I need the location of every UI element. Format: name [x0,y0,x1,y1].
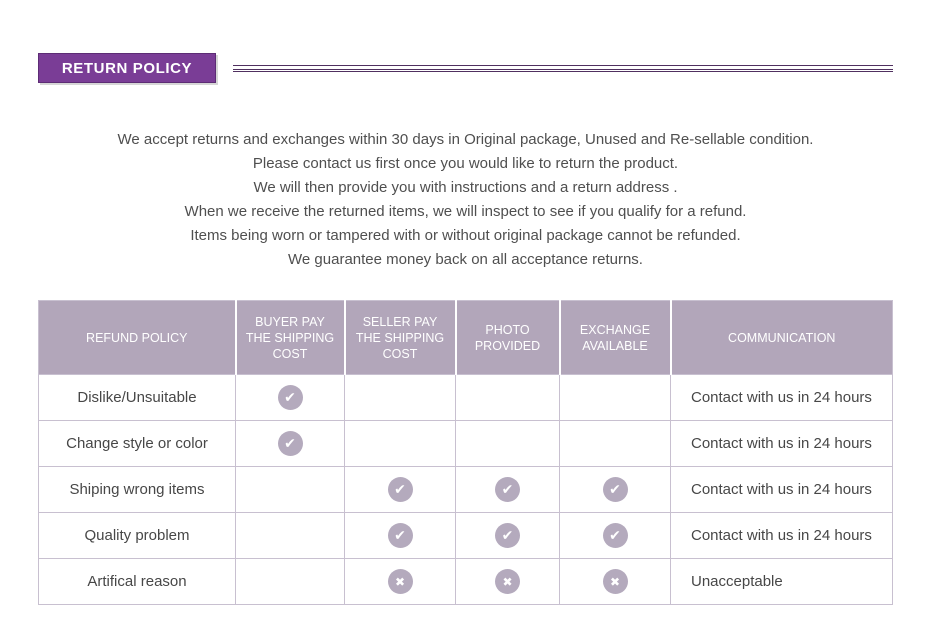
empty-cell [455,374,560,421]
check-icon: ✔ [495,477,520,502]
cross-mark-cell: ✖ [344,558,456,605]
header-row: REFUND POLICY BUYER PAY THE SHIPPING COS… [38,300,893,375]
column-header-refund-policy: REFUND POLICY [38,300,236,375]
empty-cell [235,512,345,559]
column-header-exchange-available: EXCHANGE AVAILABLE [558,300,671,375]
empty-cell [344,374,456,421]
policy-name-cell: Artifical reason [38,558,236,605]
cross-mark-cell: ✖ [455,558,560,605]
communication-cell: Unacceptable [670,558,893,605]
empty-cell [235,558,345,605]
cross-icon: ✖ [602,569,628,594]
empty-cell [235,466,345,513]
column-header-seller-pay: SELLER PAY THE SHIPPING COST [343,300,456,375]
communication-cell: Contact with us in 24 hours [670,512,893,559]
empty-cell [559,420,671,467]
empty-cell [344,420,456,467]
column-header-communication: COMMUNICATION [669,300,893,375]
check-icon: ✔ [277,431,303,456]
intro-line: We guarantee money back on all acceptanc… [288,251,643,268]
communication-cell: Contact with us in 24 hours [670,374,893,421]
communication-cell: Contact with us in 24 hours [670,420,893,467]
intro-line: Please contact us first once you would l… [252,155,679,172]
intro-line: When we receive the returned items, we w… [184,203,747,220]
refund-table-head: REFUND POLICY BUYER PAY THE SHIPPING COS… [38,300,893,375]
check-icon: ✔ [387,477,413,502]
check-mark-cell: ✔ [559,512,671,559]
column-header-photo-provided: PHOTO PROVIDED [454,300,560,375]
table-row: Shiping wrong items ✔ ✔ ✔ Contact with us in… [38,466,893,513]
section-title: RETURN POLICY [61,59,193,77]
check-mark-cell: ✔ [455,512,560,559]
check-mark-cell: ✔ [559,466,671,513]
policy-intro: We accept returns and exchanges within 3… [38,128,893,272]
cross-icon: ✖ [387,569,413,594]
section-header: RETURN POLICY [38,53,893,83]
empty-cell [559,374,671,421]
check-mark-cell: ✔ [344,466,456,513]
return-policy-section: RETURN POLICY We accept returns and exch… [38,53,893,605]
intro-line: We accept returns and exchanges within 3… [117,131,814,148]
intro-line: Items being worn or tampered with or wit… [190,227,741,244]
check-icon: ✔ [495,523,520,548]
check-icon: ✔ [387,523,413,548]
rule-line [233,68,893,70]
check-icon: ✔ [277,385,303,410]
refund-policy-table: REFUND POLICY BUYER PAY THE SHIPPING COS… [38,300,893,605]
check-mark-cell: ✔ [235,420,345,467]
rule-line [233,64,893,66]
policy-name-cell: Quality problem [38,512,236,559]
table-row: Change style or color ✔ Contact with us in… [38,420,893,467]
table-row: Dislike/Unsuitable ✔ Contact with us in 24… [38,374,893,421]
policy-name-cell: Change style or color [38,420,236,467]
decorative-triple-rule [233,64,893,72]
rule-line [233,70,893,72]
policy-name-cell: Dislike/Unsuitable [38,374,236,421]
cross-mark-cell: ✖ [559,558,671,605]
cross-icon: ✖ [495,569,520,594]
policy-name-cell: Shiping wrong items [38,466,236,513]
check-mark-cell: ✔ [455,466,560,513]
table-row: Artifical reason ✖ ✖ ✖ Unacceptable [38,558,893,605]
check-icon: ✔ [602,523,628,548]
check-mark-cell: ✔ [344,512,456,559]
intro-line: We will then provide you with instructio… [253,179,678,196]
check-mark-cell: ✔ [235,374,345,421]
empty-cell [455,420,560,467]
column-header-buyer-pay: BUYER PAY THE SHIPPING COST [234,300,345,375]
section-title-badge: RETURN POLICY [38,53,216,83]
check-icon: ✔ [602,477,628,502]
communication-cell: Contact with us in 24 hours [670,466,893,513]
refund-table-body: Dislike/Unsuitable ✔ Contact with us in 24… [38,374,893,605]
table-row: Quality problem ✔ ✔ ✔ Contact with us in 24 … [38,512,893,559]
